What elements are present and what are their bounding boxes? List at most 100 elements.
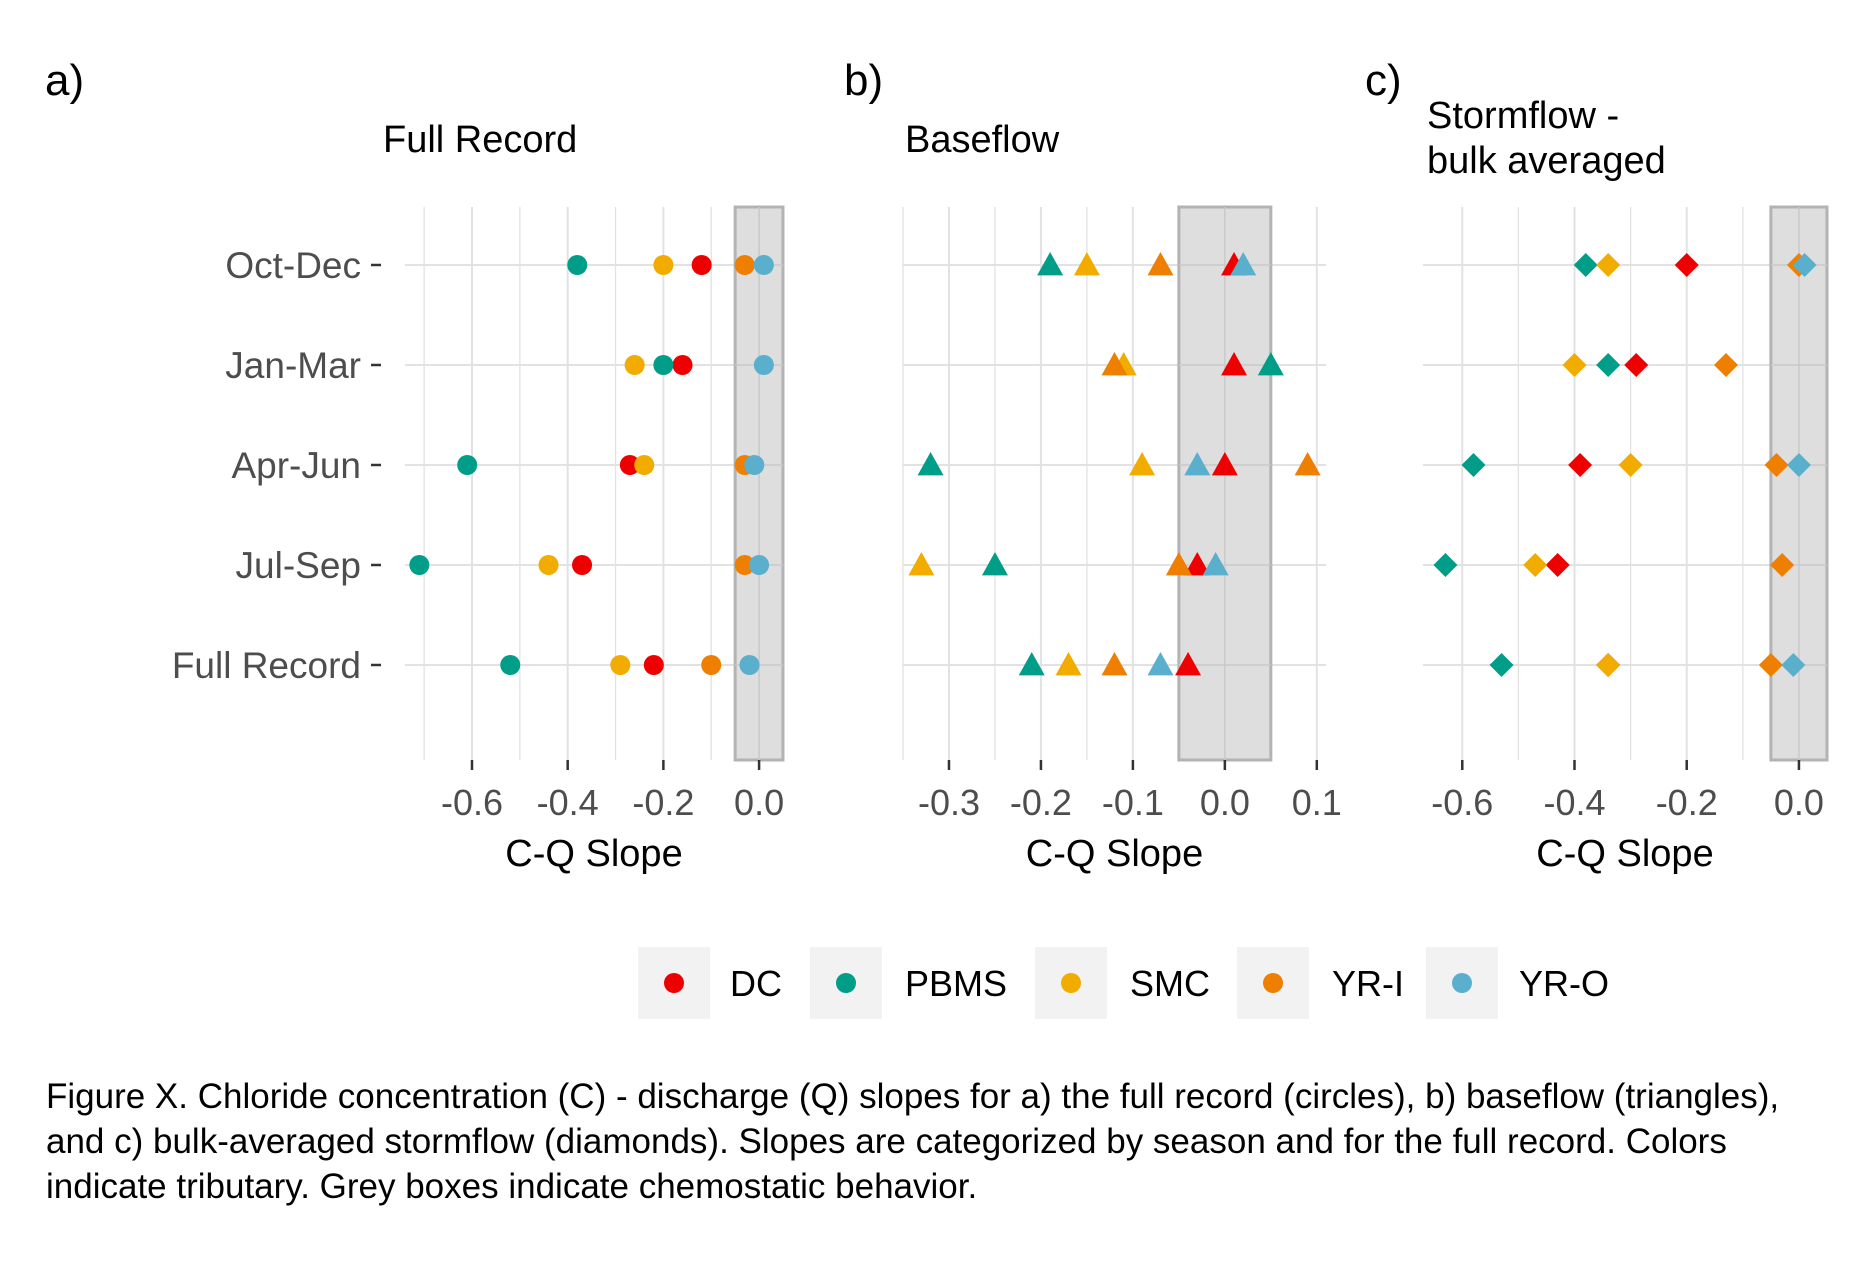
legend-swatch	[664, 973, 684, 993]
point-yr-i-oct-dec	[1147, 252, 1174, 276]
x-tick-label: -0.2	[1656, 782, 1718, 823]
point-smc-apr-jun	[1129, 452, 1156, 476]
x-tick-label: -0.2	[1010, 782, 1072, 823]
point-yr-i-jul-sep	[1165, 552, 1192, 576]
grid-lines	[1423, 207, 1827, 760]
point-pbms-full-record	[1489, 653, 1514, 677]
point-smc-full-record	[1596, 653, 1621, 677]
point-dc-jan-mar	[1624, 353, 1649, 377]
point-pbms-jul-sep	[1433, 553, 1458, 577]
point-yr-i-apr-jun	[1764, 453, 1789, 477]
x-tick-label: 0.0	[1774, 782, 1824, 823]
point-yr-i-full-record	[1101, 652, 1128, 676]
y-tick-label: Jan-Mar	[225, 345, 361, 386]
point-yr-o-oct-dec	[753, 255, 774, 275]
legend-swatch	[1452, 973, 1472, 993]
point-pbms-apr-jun	[1461, 453, 1486, 477]
point-dc-jan-mar	[672, 355, 693, 375]
x-tick-label: -0.4	[537, 782, 599, 823]
point-smc-jan-mar	[624, 355, 645, 375]
y-tick-label: Full Record	[172, 645, 361, 686]
legend-label: YR-O	[1519, 963, 1609, 1004]
panel-letter: a)	[45, 56, 84, 105]
legend: DC PBMS SMC YR-I YR-O	[638, 947, 1609, 1019]
x-tick-label: -0.4	[1543, 782, 1605, 823]
point-smc-apr-jun	[1618, 453, 1643, 477]
legend-swatch	[1263, 973, 1283, 993]
panel-a: a) Full Record Oct-Dec Jan-Mar Apr-Jun Jul-Se…	[45, 56, 785, 875]
panel-letter: b)	[844, 56, 883, 105]
panel-c: c) Stormflow -bulk averaged -0.6 -0.4 -0.2 0.…	[1365, 56, 1829, 875]
point-dc-jan-mar	[1221, 352, 1248, 376]
x-tick-label: -0.3	[918, 782, 980, 823]
point-pbms-jan-mar	[1257, 352, 1284, 376]
point-smc-oct-dec	[653, 255, 674, 275]
legend-label: SMC	[1130, 963, 1210, 1004]
panel-title: bulk averaged	[1427, 140, 1666, 182]
point-smc-apr-jun	[634, 455, 655, 475]
point-yr-o-full-record	[739, 655, 760, 675]
point-pbms-jan-mar	[1596, 353, 1621, 377]
point-yr-o-oct-dec	[1230, 252, 1257, 276]
x-axis-label: C-Q Slope	[1536, 833, 1713, 875]
grid-lines	[405, 207, 783, 760]
point-pbms-oct-dec	[1573, 253, 1598, 277]
point-yr-o-oct-dec	[1792, 253, 1817, 277]
point-smc-jul-sep	[908, 552, 935, 576]
point-pbms-apr-jun	[917, 452, 944, 476]
point-yr-o-full-record	[1781, 653, 1806, 677]
point-smc-full-record	[1055, 652, 1082, 676]
y-tick-label: Apr-Jun	[231, 445, 361, 486]
point-dc-apr-jun	[1568, 453, 1593, 477]
legend-item-pbms: PBMS	[810, 947, 1007, 1019]
data-points	[908, 252, 1321, 676]
point-dc-oct-dec	[691, 255, 712, 275]
point-pbms-jan-mar	[653, 355, 674, 375]
legend-label: PBMS	[905, 963, 1007, 1004]
point-yr-i-jul-sep	[1770, 553, 1795, 577]
point-dc-jul-sep	[1545, 553, 1570, 577]
point-dc-apr-jun	[619, 455, 640, 475]
point-pbms-apr-jun	[457, 455, 478, 475]
x-tick-label: -0.2	[632, 782, 694, 823]
panel-b: b) Baseflow -0.3 -0.2 -0.1 0.0 0.1 C-Q Slope	[844, 56, 1342, 875]
point-dc-jul-sep	[572, 555, 593, 575]
legend-label: DC	[730, 963, 782, 1004]
legend-item-dc: DC	[638, 947, 782, 1019]
x-tick-label: 0.0	[1200, 782, 1250, 823]
point-pbms-jul-sep	[981, 552, 1008, 576]
data-points	[409, 255, 774, 675]
legend-item-smc: SMC	[1035, 947, 1210, 1019]
point-smc-oct-dec	[1073, 252, 1100, 276]
x-axis-label: C-Q Slope	[505, 833, 682, 875]
legend-item-yr-o: YR-O	[1426, 947, 1609, 1019]
point-smc-jan-mar	[1562, 353, 1587, 377]
point-yr-o-apr-jun	[744, 455, 765, 475]
panel-title: Stormflow -	[1427, 95, 1619, 137]
y-tick-label: Jul-Sep	[236, 545, 361, 586]
y-tick-label: Oct-Dec	[225, 245, 361, 286]
data-points	[1433, 253, 1817, 677]
legend-label: YR-I	[1332, 963, 1404, 1004]
legend-item-yr-i: YR-I	[1237, 947, 1404, 1019]
x-tick-label: -0.6	[441, 782, 503, 823]
panel-title: Baseflow	[905, 119, 1060, 161]
point-yr-o-jan-mar	[753, 355, 774, 375]
x-tick-label: -0.1	[1102, 782, 1164, 823]
point-smc-jul-sep	[538, 555, 559, 575]
point-dc-apr-jun	[1211, 452, 1238, 476]
point-yr-o-apr-jun	[1786, 453, 1811, 477]
point-pbms-full-record	[1018, 652, 1045, 676]
point-yr-i-jan-mar	[1101, 352, 1128, 376]
panel-letter: c)	[1365, 56, 1402, 105]
point-yr-o-apr-jun	[1184, 452, 1211, 476]
legend-swatch	[1061, 973, 1081, 993]
legend-swatch	[836, 973, 856, 993]
x-tick-label: -0.6	[1431, 782, 1493, 823]
point-smc-full-record	[610, 655, 631, 675]
point-smc-jul-sep	[1523, 553, 1548, 577]
point-yr-o-jul-sep	[749, 555, 770, 575]
figure-caption: Figure X. Chloride concentration (C) - d…	[46, 1077, 1780, 1206]
x-tick-label: 0.0	[734, 782, 784, 823]
point-dc-full-record	[1175, 652, 1202, 676]
